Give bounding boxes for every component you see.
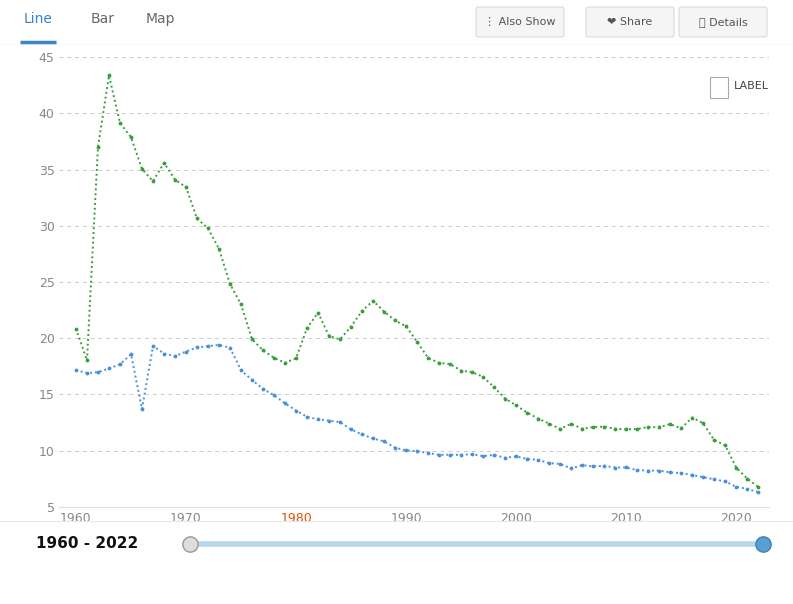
Text: ⋮ Also Show: ⋮ Also Show	[485, 17, 556, 27]
FancyBboxPatch shape	[586, 7, 674, 37]
FancyBboxPatch shape	[679, 7, 767, 37]
Text: Map: Map	[145, 12, 174, 26]
Text: LABEL: LABEL	[734, 82, 768, 91]
Text: ⓘ Details: ⓘ Details	[699, 17, 747, 27]
Text: ❤ Share: ❤ Share	[607, 17, 653, 27]
Bar	[711, 77, 728, 98]
Text: 1960 - 2022: 1960 - 2022	[36, 536, 138, 551]
Text: Bar: Bar	[91, 12, 115, 26]
Text: Line: Line	[24, 12, 52, 26]
FancyBboxPatch shape	[476, 7, 564, 37]
